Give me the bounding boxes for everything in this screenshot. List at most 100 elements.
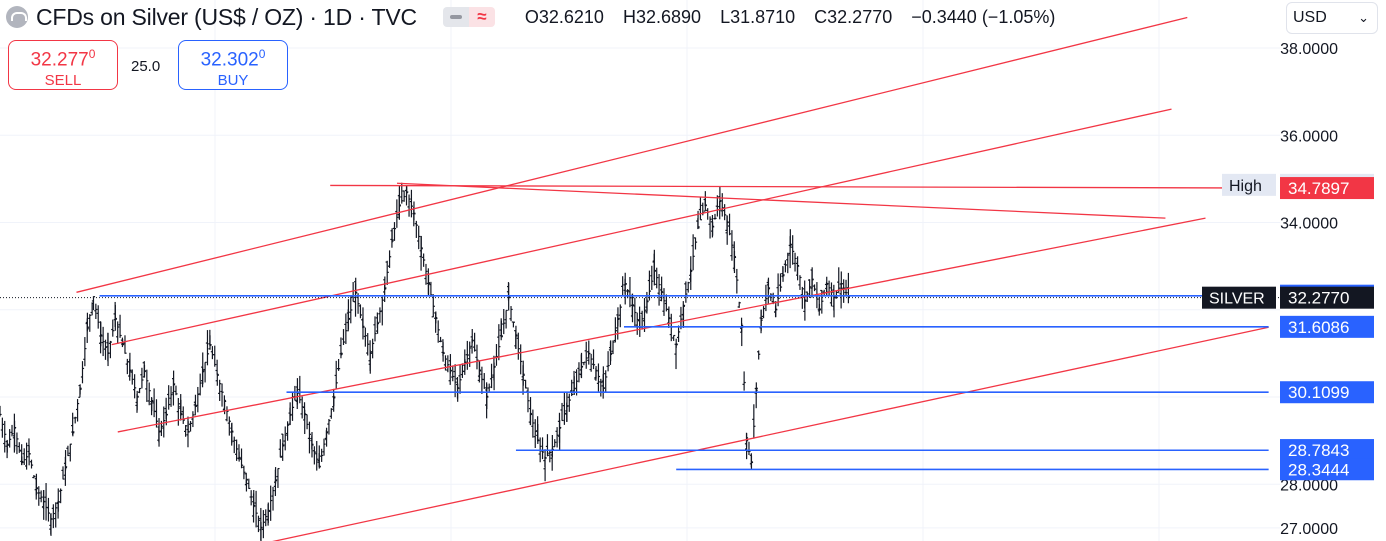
candle — [623, 272, 627, 305]
candle — [181, 406, 185, 424]
candle — [745, 433, 749, 460]
price-label-box — [1280, 458, 1374, 481]
candle — [766, 277, 771, 294]
symbol-logo-icon[interactable] — [6, 6, 28, 28]
status-badges[interactable]: ≈ — [442, 7, 495, 27]
candle — [844, 279, 848, 296]
candle — [276, 467, 280, 488]
candle — [735, 268, 739, 294]
candle — [336, 358, 341, 371]
candle — [169, 386, 173, 407]
candle — [397, 185, 402, 220]
candle — [579, 352, 584, 379]
candle — [667, 306, 671, 323]
candle — [12, 420, 17, 451]
candle — [441, 342, 445, 362]
candle — [584, 341, 588, 369]
sell-button[interactable]: 32.2770 SELL — [8, 40, 118, 90]
trendline-red — [117, 217, 1206, 433]
currency-select[interactable]: USD ⌄ — [1286, 2, 1378, 34]
candle — [577, 362, 581, 383]
candle — [570, 379, 574, 397]
candle — [842, 279, 846, 303]
candle — [75, 399, 80, 422]
candle — [113, 305, 117, 331]
candle — [791, 235, 795, 265]
candle — [152, 388, 156, 418]
candle — [225, 406, 229, 422]
candle — [39, 490, 43, 503]
candle — [339, 352, 343, 356]
candle — [810, 267, 814, 289]
symbol-title[interactable]: CFDs on Silver (US$ / OZ) · 1D · TVC — [36, 3, 417, 30]
price-tick-label: 36.0000 — [1280, 128, 1338, 145]
candle — [528, 397, 533, 426]
candle — [625, 289, 630, 299]
candle — [446, 355, 450, 373]
price-axis[interactable]: 38.000036.000034.000028.000027.000034.86… — [1202, 0, 1386, 541]
candle — [657, 274, 661, 306]
candle — [85, 312, 90, 332]
price-tick-label: 38.0000 — [1280, 41, 1338, 58]
ohlc-low: L31.8710 — [720, 6, 796, 27]
candle — [273, 467, 278, 484]
candle — [596, 363, 601, 392]
candle — [288, 402, 292, 426]
candle — [718, 187, 722, 211]
candle — [494, 344, 499, 366]
trendline-red — [111, 108, 1172, 346]
candle — [37, 486, 41, 506]
candle — [94, 303, 98, 320]
candle — [56, 488, 60, 512]
candle — [747, 441, 751, 456]
candle — [470, 329, 474, 344]
price-tag-box — [1202, 286, 1276, 309]
price-tag-label: SILVER — [1209, 291, 1265, 308]
candle — [681, 304, 686, 328]
candle — [341, 329, 346, 346]
candle — [560, 402, 564, 422]
buy-label: BUY — [217, 72, 249, 90]
candle — [616, 307, 620, 327]
trendline-red — [396, 182, 1166, 219]
candle — [203, 361, 207, 383]
buy-button[interactable]: 32.3020 BUY — [178, 40, 288, 90]
candle — [17, 442, 21, 453]
price-tag-box — [1222, 173, 1276, 196]
candle — [208, 335, 212, 350]
candle — [574, 369, 579, 396]
price-tick-label: 28.0000 — [1280, 477, 1338, 494]
candle — [540, 437, 545, 460]
candle — [591, 349, 596, 370]
candle — [205, 330, 210, 366]
candle — [29, 459, 34, 469]
candle — [725, 215, 729, 245]
candle — [662, 288, 666, 316]
candle — [125, 358, 129, 375]
candle — [604, 370, 608, 392]
candle — [201, 352, 205, 385]
candle — [281, 433, 285, 446]
market-status-icon[interactable] — [442, 7, 469, 27]
candle — [147, 382, 151, 406]
candle — [259, 522, 263, 541]
data-delay-icon[interactable]: ≈ — [468, 7, 495, 27]
candle — [674, 338, 678, 348]
candle — [487, 383, 491, 392]
candle — [63, 450, 68, 471]
trendline-drawings[interactable] — [76, 16, 1269, 541]
candle — [96, 305, 100, 329]
candle — [679, 306, 683, 330]
candle — [832, 296, 836, 318]
candle — [101, 326, 105, 357]
candle — [749, 455, 754, 470]
candle — [363, 327, 367, 347]
candle — [727, 213, 732, 236]
candle — [504, 309, 508, 329]
candle — [361, 307, 365, 340]
candle — [59, 488, 63, 504]
candle — [247, 478, 251, 490]
candle — [375, 321, 380, 334]
candle — [606, 351, 610, 372]
